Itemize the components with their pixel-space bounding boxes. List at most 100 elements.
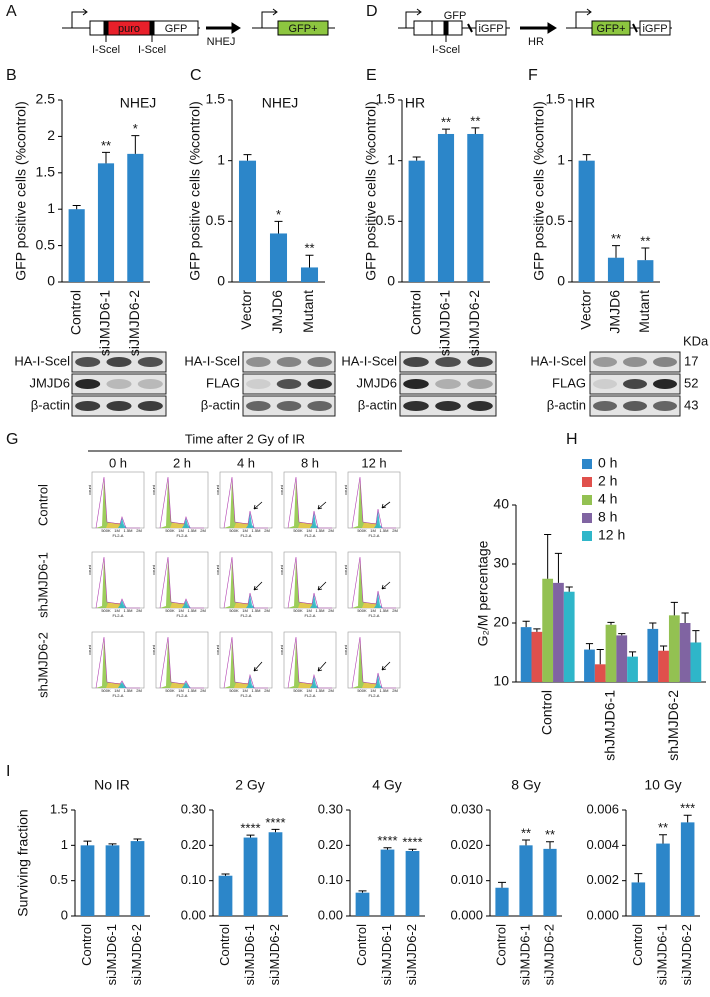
y-axis-label: Surviving fraction	[15, 809, 31, 916]
diagram-d	[398, 8, 672, 42]
flow-time: 12 h	[361, 455, 386, 470]
flow-frame	[219, 631, 273, 689]
x-tick-label: Control	[67, 290, 83, 335]
significance: *	[276, 207, 281, 222]
flow-x-tick: 2M	[328, 528, 334, 533]
flow-frame	[155, 471, 209, 529]
flow-frame	[91, 471, 145, 529]
y-tick-label: 0.000	[450, 907, 483, 922]
flow-g1	[160, 638, 188, 688]
blot-band	[403, 401, 429, 411]
panel-letter: A	[6, 3, 17, 20]
chart-title: NHEJ	[262, 95, 299, 111]
error-bar	[546, 841, 554, 849]
flow-x-tick: 1.5M	[316, 528, 325, 533]
y-axis-label: GFP positive cells (%control)	[531, 101, 547, 280]
diagram-label: GFP	[165, 23, 188, 35]
x-tick-label: shJMJD6-2	[665, 690, 681, 761]
flow-x-tick: 2M	[328, 688, 334, 693]
bar	[637, 260, 654, 282]
y-tick-label: 0.00	[181, 907, 206, 922]
blot-label: β-actin	[358, 397, 397, 412]
error-bar	[554, 552, 563, 583]
blot-band	[593, 401, 617, 411]
flow-g1	[352, 478, 380, 528]
flow-g1	[352, 638, 380, 688]
flow-x-tick: 2M	[264, 688, 270, 693]
error-bar	[565, 586, 573, 592]
flow-x-label: FL2-A	[305, 613, 316, 618]
flow-s	[106, 523, 122, 528]
legend-label: 2 h	[598, 473, 617, 489]
flow-x-tick: 1.5M	[316, 608, 325, 613]
flow-y-label: count	[151, 644, 156, 655]
flow-s	[106, 683, 122, 688]
significance: **	[658, 820, 668, 835]
flow-x-tick: 1.5M	[188, 608, 197, 613]
flow-frame	[347, 471, 401, 529]
y-tick-label: 0.30	[181, 801, 206, 816]
blot-band	[307, 379, 332, 389]
error-bar	[108, 843, 117, 846]
y-tick-label: 0	[217, 273, 225, 289]
blot-band	[623, 401, 647, 411]
error-bar	[634, 873, 643, 883]
y-tick-label: 40	[493, 496, 509, 512]
y-tick-label: 0.004	[586, 837, 619, 852]
panel-letter: C	[190, 67, 202, 84]
flow-x-tick: 500K	[229, 688, 239, 693]
panel-letter: I	[6, 763, 10, 780]
flow-row-label: shJMJD6-1	[35, 552, 50, 618]
flow-x-tick: 1M	[114, 688, 120, 693]
flow-s	[298, 523, 314, 528]
y-tick-label: 0.20	[318, 837, 343, 852]
bar	[130, 841, 145, 916]
flow-x-tick: 1.5M	[252, 688, 261, 693]
flow-s	[234, 523, 250, 528]
flow-line	[351, 636, 396, 689]
flow-s	[170, 603, 186, 608]
flow-x-tick: 500K	[165, 528, 175, 533]
flow-frame	[283, 631, 337, 689]
bar	[268, 832, 283, 916]
blot-band	[403, 379, 429, 389]
blot-band	[246, 401, 271, 411]
bar	[605, 624, 617, 682]
y-tick-label: 0.000	[586, 907, 619, 922]
error-bar	[649, 622, 657, 629]
bar	[543, 848, 557, 916]
flow-frame	[347, 631, 401, 689]
flow-frame	[91, 631, 145, 689]
flow-line	[159, 556, 204, 609]
kda-value: 17	[684, 353, 698, 368]
flow-line	[159, 636, 204, 689]
bar	[467, 133, 484, 282]
error-bar	[596, 649, 604, 665]
blot-band	[653, 379, 677, 389]
bar	[668, 615, 680, 682]
error-bar	[221, 873, 230, 876]
blot-label: HA-I-Scel	[530, 353, 586, 368]
flow-g1	[160, 478, 188, 528]
flow-line	[223, 556, 268, 609]
flow-x-tick: 1M	[242, 688, 248, 693]
blot-band	[106, 379, 132, 389]
blot-label: HA-I-Scel	[341, 353, 397, 368]
x-tick-label: siJMJD6-1	[437, 290, 453, 356]
flow-x-tick: 500K	[357, 528, 367, 533]
error-bar	[271, 828, 280, 833]
bar	[380, 849, 395, 916]
chart-title: 4 Gy	[372, 777, 402, 793]
y-tick-label: 1.5	[50, 801, 68, 816]
flow-s	[362, 683, 378, 688]
flow-line	[223, 636, 268, 689]
x-tick-label: siJMJD6-2	[126, 290, 142, 356]
error-bar	[585, 643, 594, 650]
panel-letter: F	[528, 67, 538, 84]
bar	[105, 845, 120, 916]
bar	[269, 233, 288, 282]
flow-line	[351, 556, 396, 609]
flow-x-tick: 2M	[200, 608, 206, 613]
y-axis-label: GFP positive cells (%control)	[13, 101, 29, 280]
bar	[679, 623, 691, 682]
